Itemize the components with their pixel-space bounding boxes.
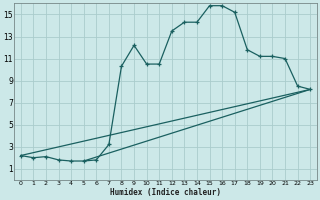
X-axis label: Humidex (Indice chaleur): Humidex (Indice chaleur) xyxy=(110,188,221,197)
